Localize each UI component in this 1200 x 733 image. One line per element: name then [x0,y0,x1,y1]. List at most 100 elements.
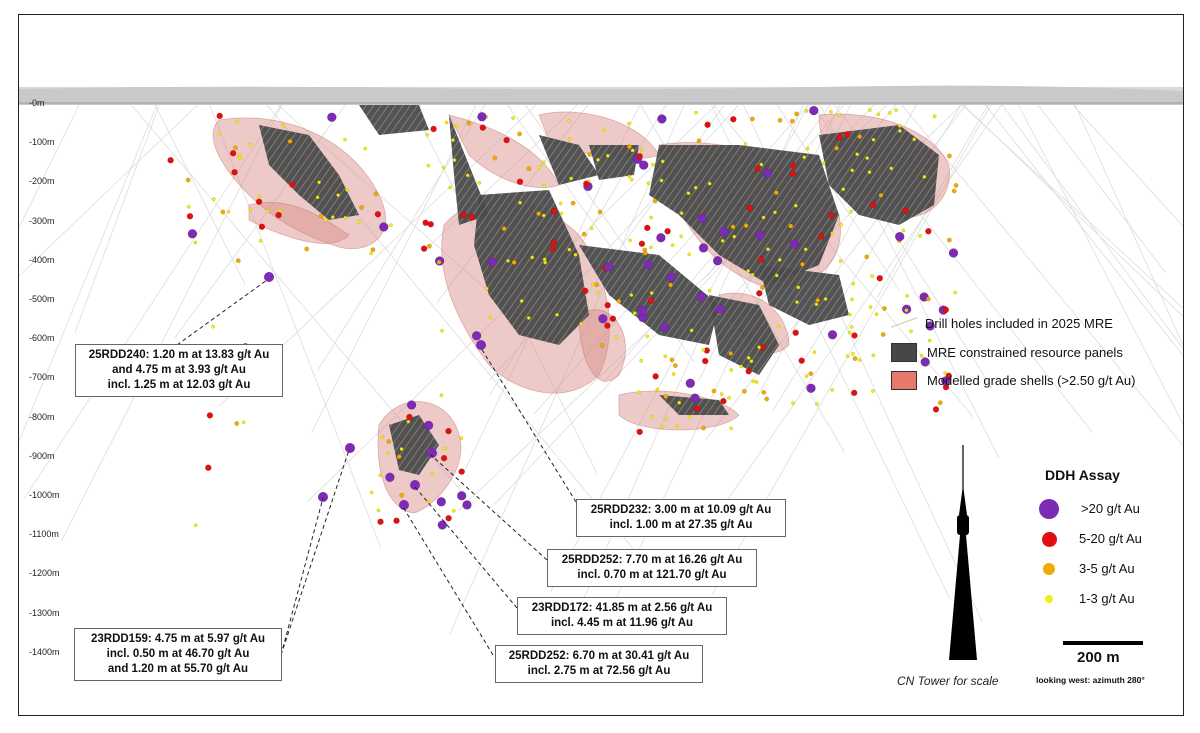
assay-dot [627,174,632,179]
assay-dot [185,177,191,183]
assay-dot [430,125,437,133]
drill-hole-trace [901,104,1183,446]
assay-dot [598,314,608,324]
assay-dot [729,426,733,431]
assay-dot [707,181,712,186]
assay-dot [317,180,321,185]
assay-dot [637,305,648,316]
assay-dot [671,372,676,376]
assay-dot [690,393,700,403]
assay-dot [193,523,198,528]
drill-hole-trace [1001,104,1183,350]
assay-dot [258,238,263,243]
assay-dot [664,417,669,422]
assay-dot [650,414,654,419]
assay-dot [925,321,935,331]
assay-dot [719,392,724,396]
intercept-dot [410,480,420,490]
assay-dot [912,137,917,142]
depth-label: -400m [29,254,55,265]
assay-dot [792,329,799,336]
assay-dot [698,243,709,253]
assay-dot [226,209,231,214]
assay-dots [167,105,959,530]
assay-dot [757,345,761,350]
assay-dot [790,162,797,169]
assay-dot [526,316,531,320]
assay-dot [788,223,794,229]
callout-line: 25RDD252: 7.70 m at 16.26 g/t Au [561,554,743,566]
assay-dot [516,178,524,185]
assay-dot [749,359,754,364]
assay-dot [318,213,324,219]
assay-dot [652,373,659,380]
drill-hole-trace [277,104,522,321]
assay-dot [895,231,905,242]
assay-dot [791,401,795,406]
assay-dot [206,412,214,419]
assay-dot [257,194,262,199]
callout-line: incl. 4.45 m at 11.96 g/t Au [550,617,694,629]
assay-dot [458,468,465,475]
assay-dot [868,305,873,309]
assay-dot [234,421,240,426]
assay-dot [739,364,744,369]
assay-dot [711,388,717,394]
callout-line: and 1.20 m at 55.70 g/t Au [107,663,249,675]
assay-dot [471,331,482,341]
depth-label: -0m [29,98,45,108]
assay-dot [727,395,731,400]
assay-dot [542,184,546,188]
callout-line: 25RDD252: 6.70 m at 30.41 g/t Au [508,650,690,662]
assay-dot [660,424,665,429]
assay-dot [343,215,348,220]
assay-dot [503,136,510,144]
assay-dot [426,243,432,249]
callout-25rdd240: 25RDD240: 1.20 m at 13.83 g/t Au and 4.7… [75,344,283,397]
assay-dot [919,353,924,358]
callout-23rdd172: 23RDD172: 41.85 m at 2.56 g/t Au incl. 4… [517,597,727,635]
assay-dot [851,389,858,397]
assay-dot [685,378,695,388]
assay-dot [762,168,773,179]
callout-line: 23RDD159: 4.75 m at 5.97 g/t Au [90,633,266,645]
assay-dot [436,259,442,265]
assay-dot [248,207,252,212]
assay-dot [867,170,872,174]
assay-dot [746,269,750,273]
assay-dot [445,427,452,435]
assay-dot [551,208,558,215]
assay-dot [217,131,221,136]
assay-dot [812,350,817,355]
assay-dot [806,383,816,393]
drill-hole-trace [209,104,382,549]
assay-dot [707,288,712,293]
assay-dot [187,229,198,239]
assay-dot [646,181,651,185]
legend-shells: Modelled grade shells (>2.50 g/t Au) [891,371,1136,390]
assay-dot [609,315,617,322]
assay-dot [677,400,682,405]
assay-dot [697,213,707,224]
assay-dot [803,247,808,252]
assay-dot [889,166,894,171]
assay-dot [231,168,238,176]
assay-dot [492,155,498,161]
assay-dot [579,321,583,326]
assay-dot [370,247,376,253]
assay-dot [922,175,927,179]
assay-dot [649,215,654,220]
assay-dot [487,257,498,267]
drill-hole-trace [449,104,685,634]
assay-dot [589,226,594,230]
assay-dot [655,387,660,392]
assay-dot [614,335,619,339]
long-section-diagram [19,85,1183,660]
assay-dot [746,204,754,212]
assay-dot [743,142,748,146]
callout-line: incl. 0.70 m at 121.70 g/t Au [577,569,727,581]
assay-dot [425,133,430,137]
assay-dot [373,191,379,197]
assay-dot [687,252,692,257]
intercept-dot [264,272,274,282]
